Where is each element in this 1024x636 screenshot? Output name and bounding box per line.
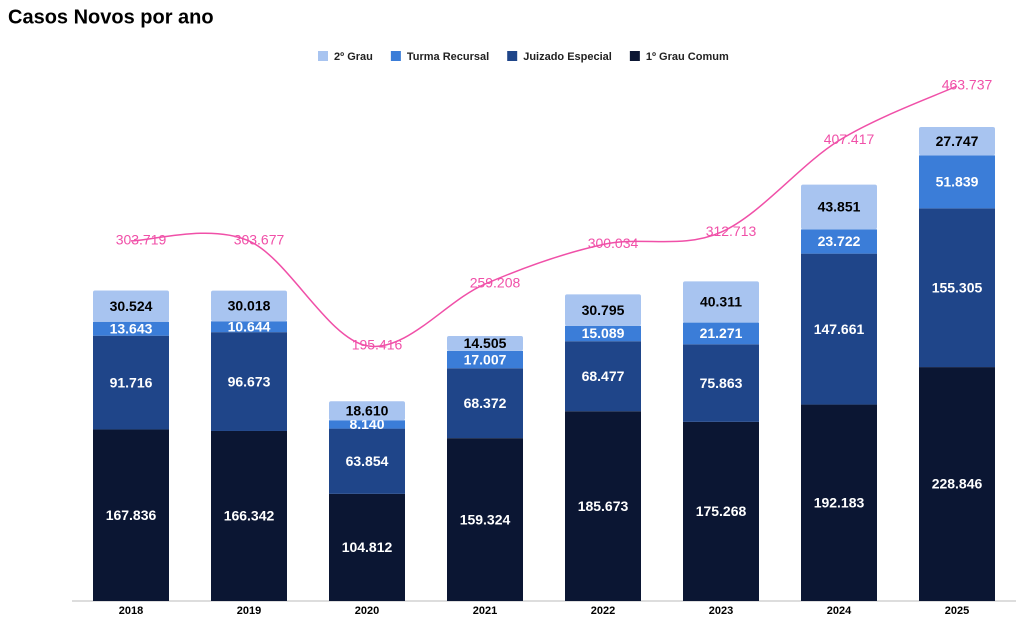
value-label: 166.342 (224, 508, 275, 524)
bar-segment (565, 325, 641, 342)
bar-segment (329, 493, 405, 601)
total-label: 303.719 (116, 232, 167, 248)
value-label: 18.610 (346, 402, 389, 418)
value-label: 185.673 (578, 498, 629, 514)
value-label: 27.747 (936, 133, 979, 149)
value-label: 10.644 (228, 318, 271, 334)
value-label: 68.477 (582, 368, 625, 384)
bar-segment (447, 336, 523, 351)
value-label: 21.271 (700, 325, 743, 341)
legend-swatch (629, 51, 640, 61)
value-label: 192.183 (814, 494, 865, 510)
bar-segment (565, 411, 641, 601)
legend-label: Turma Recursal (407, 51, 489, 63)
bar-segment (801, 184, 877, 230)
legend-swatch (318, 51, 328, 61)
x-tick-label: 2024 (827, 605, 852, 617)
total-label: 259.208 (470, 275, 521, 291)
bar-segment (919, 367, 995, 601)
bar-segment (801, 404, 877, 601)
value-label: 155.305 (932, 279, 983, 295)
total-label: 303.677 (234, 232, 285, 248)
bar-segment (683, 344, 759, 422)
bar-segment (801, 229, 877, 254)
bar-segment (683, 281, 759, 323)
bar-segment (93, 290, 169, 322)
value-label: 175.268 (696, 503, 747, 519)
total-label: 195.416 (352, 336, 403, 352)
bar-segment (919, 127, 995, 156)
bar-segment (93, 429, 169, 601)
bar-segment (211, 321, 287, 333)
bar-segment (447, 438, 523, 601)
bar-segment (211, 332, 287, 431)
bar-segment (93, 335, 169, 430)
bar-segment (329, 420, 405, 429)
bar-segment (211, 290, 287, 322)
bar-segment (211, 430, 287, 601)
value-label: 23.722 (818, 233, 861, 249)
x-tick-label: 2018 (119, 605, 143, 617)
value-label: 30.018 (228, 298, 271, 314)
value-label: 96.673 (228, 373, 271, 389)
total-label: 300.034 (588, 235, 639, 251)
value-label: 14.505 (464, 335, 507, 351)
total-label: 407.417 (824, 131, 875, 147)
bar-segment (565, 341, 641, 412)
bar-segment (919, 155, 995, 209)
legend-swatch (390, 51, 401, 61)
bar-segment (93, 321, 169, 336)
value-label: 15.089 (582, 325, 625, 341)
value-label: 17.007 (464, 351, 507, 367)
total-label: 312.713 (706, 223, 757, 239)
bar-segment (683, 421, 759, 601)
legend-label: Juizado Especial (523, 51, 612, 63)
x-tick-label: 2025 (945, 605, 969, 617)
legend-label: 1º Grau Comum (646, 51, 729, 63)
x-tick-label: 2021 (473, 605, 497, 617)
value-label: 43.851 (818, 199, 861, 215)
value-label: 51.839 (936, 174, 979, 190)
x-tick-label: 2020 (355, 605, 379, 617)
value-label: 147.661 (814, 321, 865, 337)
value-label: 30.524 (110, 298, 153, 314)
legend-label: 2º Grau (334, 51, 373, 63)
value-label: 104.812 (342, 539, 393, 555)
x-tick-label: 2019 (237, 605, 261, 617)
x-tick-label: 2023 (709, 605, 733, 617)
x-tick-label: 2022 (591, 605, 615, 617)
value-label: 40.311 (700, 294, 742, 310)
legend-swatch (507, 51, 518, 61)
bar-segment (329, 428, 405, 494)
bar-segment (447, 350, 523, 369)
bar-segment (329, 401, 405, 421)
bar-segment (919, 208, 995, 368)
value-label: 68.372 (464, 395, 507, 411)
value-label: 63.854 (346, 453, 389, 469)
value-label: 13.643 (110, 320, 153, 336)
chart-title: Casos Novos por ano (8, 6, 214, 28)
value-label: 91.716 (110, 374, 153, 390)
bar-segment (683, 322, 759, 345)
value-label: 167.836 (106, 507, 157, 523)
value-label: 30.795 (582, 302, 625, 318)
bar-segment (801, 253, 877, 405)
bar-segment (565, 294, 641, 326)
value-label: 159.324 (460, 511, 511, 527)
total-line (130, 85, 958, 348)
value-label: 75.863 (700, 375, 743, 391)
total-label: 463.737 (942, 77, 993, 93)
value-label: 228.846 (932, 476, 983, 492)
bar-segment (447, 368, 523, 439)
